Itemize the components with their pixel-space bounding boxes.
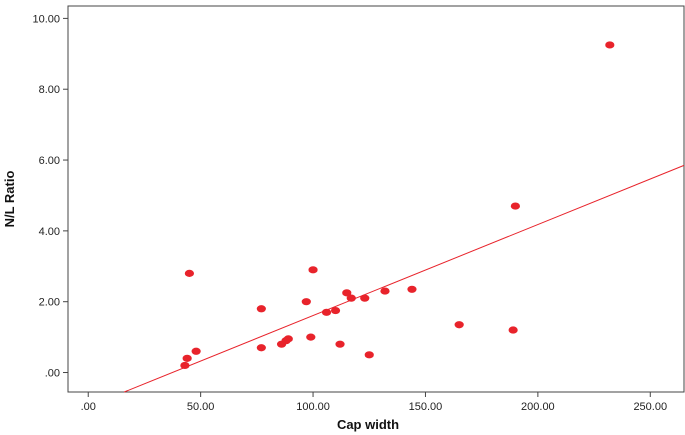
- x-axis-ticks: .00 50.00 100.00 150.00 200.00 250.00: [81, 392, 667, 413]
- y-tick-label: 6.00: [39, 155, 60, 167]
- data-point: [364, 351, 374, 359]
- data-point: [508, 326, 518, 334]
- data-point: [306, 333, 316, 341]
- fit-line: [124, 164, 685, 393]
- data-point: [346, 294, 356, 302]
- data-point: [184, 269, 195, 277]
- y-tick-label: 2.00: [39, 297, 60, 309]
- data-point: [256, 344, 266, 352]
- data-point: [454, 321, 464, 329]
- x-tick-label: 100.00: [296, 401, 330, 413]
- x-tick-label: .00: [81, 401, 96, 413]
- y-tick-label: .00: [45, 368, 60, 380]
- data-point: [510, 202, 520, 210]
- y-tick-label: 10.00: [32, 13, 60, 25]
- y-axis-title: N/L Ratio: [2, 171, 17, 228]
- data-point: [380, 287, 390, 295]
- data-point: [360, 294, 370, 302]
- data-point: [180, 361, 190, 370]
- data-point: [407, 285, 417, 293]
- data-point: [330, 306, 341, 315]
- data-point: [301, 298, 311, 306]
- y-axis-ticks: .00 2.00 4.00 6.00 8.00 10.00: [32, 13, 68, 380]
- data-point: [256, 305, 266, 313]
- data-point: [321, 308, 332, 316]
- data-point: [283, 335, 293, 343]
- x-tick-label: 50.00: [187, 401, 215, 413]
- x-axis-title: Cap width: [337, 417, 399, 432]
- x-tick-label: 150.00: [409, 401, 443, 413]
- data-point: [342, 289, 352, 297]
- y-tick-label: 4.00: [39, 226, 60, 238]
- data-point: [182, 354, 192, 362]
- fit-line-layer: [124, 164, 685, 393]
- data-point: [191, 347, 201, 355]
- y-tick-label: 8.00: [39, 84, 60, 96]
- data-point: [605, 41, 615, 49]
- x-tick-label: 250.00: [633, 401, 667, 413]
- data-point: [335, 340, 345, 348]
- plot-area-frame: [67, 5, 685, 393]
- data-points-layer: [180, 41, 615, 370]
- x-tick-label: 200.00: [521, 401, 555, 413]
- data-point: [308, 266, 318, 274]
